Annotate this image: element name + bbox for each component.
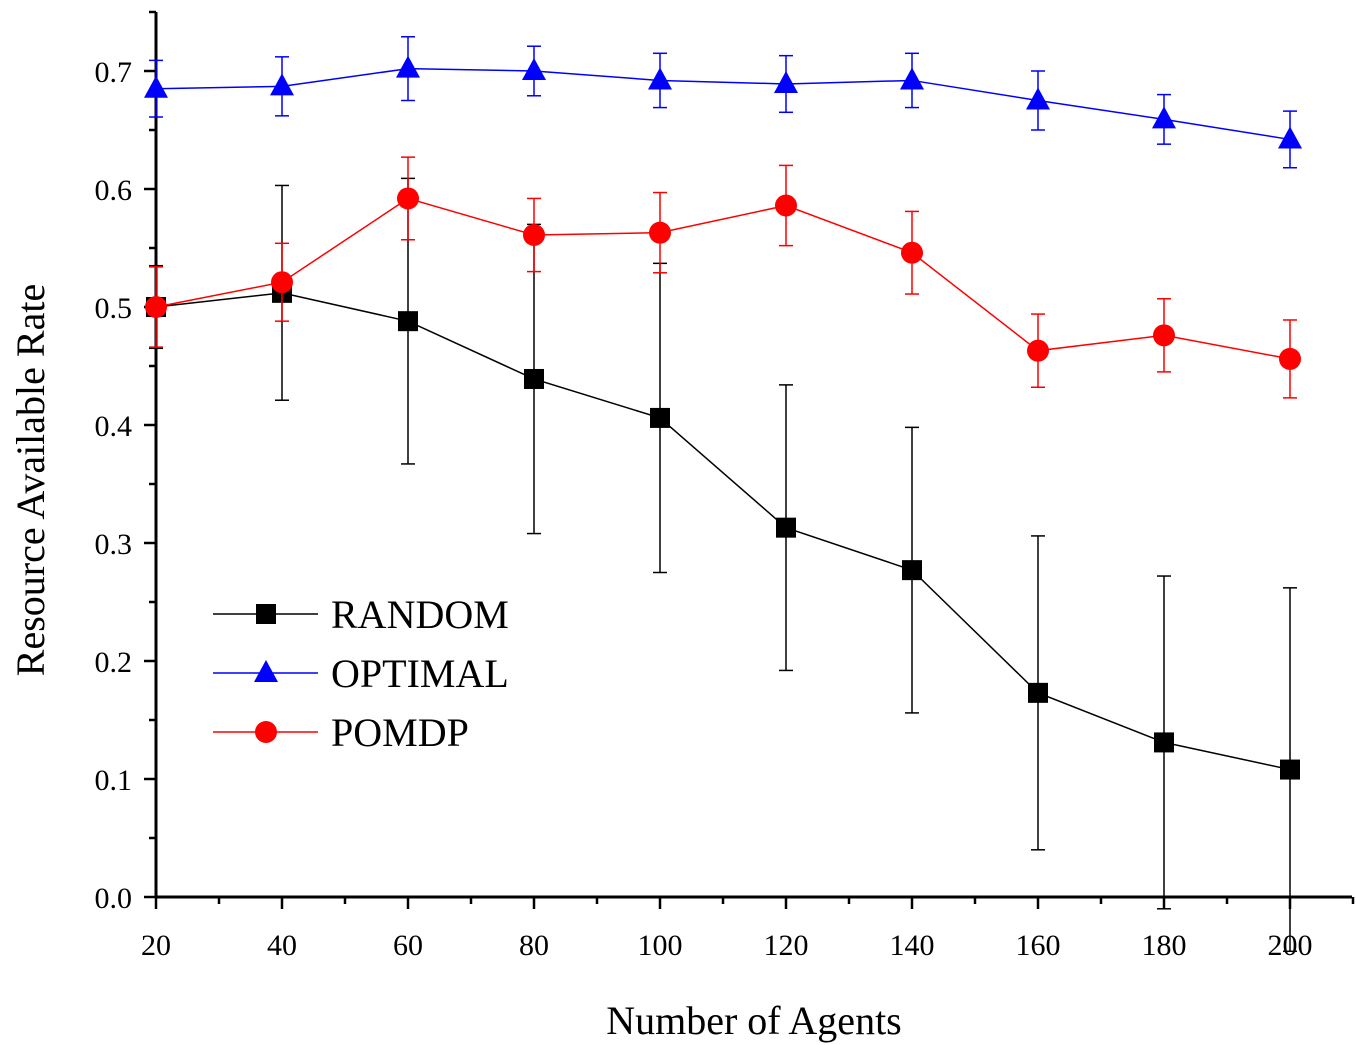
data-point — [774, 70, 798, 93]
data-point — [650, 407, 670, 428]
data-point — [649, 221, 671, 244]
data-point — [1279, 347, 1301, 370]
x-tick-label: 80 — [519, 929, 549, 962]
data-point — [901, 241, 923, 264]
x-tick-label: 160 — [1016, 929, 1061, 962]
series-line — [155, 292, 1291, 771]
x-axis-title: Number of Agents — [606, 998, 902, 1043]
series-pomdp — [145, 156, 1301, 399]
series-line — [155, 67, 1291, 141]
legend-item-random: RANDOM — [213, 592, 509, 637]
data-point — [396, 55, 420, 78]
y-tick-label: 0.5 — [95, 292, 133, 325]
data-point — [524, 368, 544, 389]
data-point — [775, 194, 797, 217]
data-point — [776, 517, 796, 538]
data-point — [270, 73, 294, 96]
legend-marker — [256, 604, 276, 624]
legend-marker — [255, 721, 277, 743]
data-point — [1026, 87, 1050, 110]
data-point — [398, 311, 418, 332]
legend-marker — [254, 660, 278, 682]
data-point — [902, 560, 922, 581]
series-optimal — [144, 36, 1302, 169]
data-point — [1280, 759, 1300, 780]
x-tick-label: 40 — [267, 929, 297, 962]
data-point — [1278, 126, 1302, 149]
legend-item-pomdp: POMDP — [213, 710, 469, 755]
data-point — [900, 67, 924, 90]
x-tick-label: 20 — [141, 929, 171, 962]
series-layer — [144, 36, 1302, 953]
data-point — [1152, 106, 1176, 129]
legend-label: OPTIMAL — [331, 651, 509, 696]
legend-item-optimal: OPTIMAL — [213, 651, 509, 696]
y-tick-label: 0.6 — [95, 174, 133, 207]
data-point — [1028, 682, 1048, 703]
series-random — [146, 177, 1300, 953]
data-point — [1154, 732, 1174, 753]
data-point — [271, 271, 293, 294]
data-point — [144, 75, 168, 98]
legend-label: RANDOM — [331, 592, 509, 637]
x-tick-label: 120 — [764, 929, 809, 962]
y-tick-label: 0.4 — [95, 410, 133, 443]
data-point — [1153, 324, 1175, 347]
data-point — [648, 67, 672, 90]
series-line — [155, 197, 1291, 360]
data-point — [397, 187, 419, 210]
x-tick-label: 140 — [890, 929, 935, 962]
data-point — [523, 224, 545, 247]
x-tick-label: 100 — [638, 929, 683, 962]
legend-label: POMDP — [331, 710, 469, 755]
x-tick-label: 60 — [393, 929, 423, 962]
y-tick-label: 0.1 — [95, 764, 133, 797]
y-tick-label: 0.2 — [95, 646, 133, 679]
y-axis-title: Resource Available Rate — [8, 284, 53, 676]
y-tick-label: 0.0 — [95, 882, 133, 915]
data-point — [145, 296, 167, 318]
y-tick-label: 0.3 — [95, 528, 133, 561]
x-tick-label: 180 — [1142, 929, 1187, 962]
y-tick-label: 0.7 — [95, 56, 133, 89]
data-point — [1027, 339, 1049, 362]
data-point — [522, 58, 546, 80]
legend: RANDOM OPTIMAL POMDP — [213, 592, 509, 755]
